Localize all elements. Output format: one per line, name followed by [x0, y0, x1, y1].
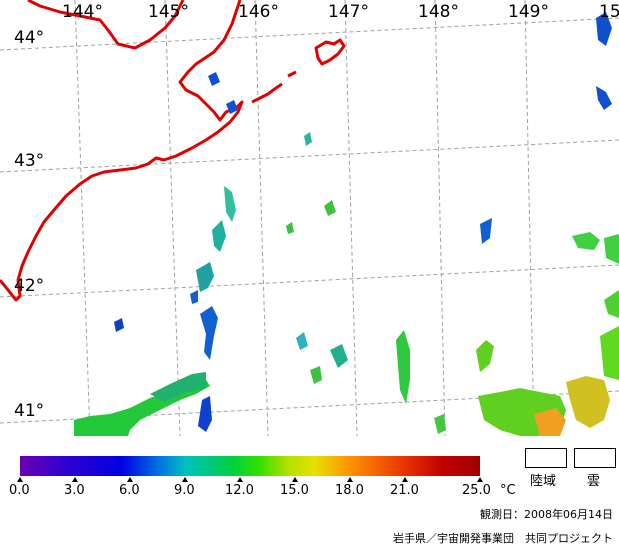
sst-patch [434, 414, 446, 434]
colorbar-tick [182, 477, 188, 482]
cloud-legend-swatch [574, 448, 616, 468]
sst-patch [604, 234, 619, 264]
sst-patch [604, 290, 619, 318]
colorbar-tick [72, 477, 78, 482]
sst-patch [150, 372, 206, 402]
sst-patch [476, 340, 494, 372]
sst-patch [330, 344, 348, 368]
lon-label-148: 148° [418, 2, 459, 22]
sst-patch [566, 376, 610, 428]
sst-patch [190, 290, 198, 304]
sst-patch [226, 100, 238, 114]
lat-label-43: 43° [14, 151, 45, 171]
colorbar-tick [402, 477, 408, 482]
sst-patch [600, 326, 619, 380]
sst-patch [310, 366, 322, 384]
sst-patch [480, 218, 492, 244]
sst-patch [208, 72, 220, 86]
colorbar-unit: °C [500, 483, 516, 498]
parallel-42 [0, 264, 619, 298]
sst-patch [296, 332, 308, 350]
lat-label-44: 44° [14, 28, 45, 48]
sst-patch [396, 330, 410, 404]
island-etorofu [314, 38, 346, 66]
meridian-149 [524, 0, 535, 436]
observation-date: 観測日：2008年06月14日 [480, 508, 613, 521]
land-legend-swatch [525, 448, 567, 468]
lon-label-147: 147° [328, 2, 369, 22]
parallel-41 [0, 390, 619, 424]
sst-patch [212, 220, 226, 252]
meridian-147 [344, 0, 358, 436]
sst-patch [196, 262, 214, 292]
sst-patch [114, 318, 124, 332]
colorbar-tick-label: 25.0 [462, 483, 491, 498]
colorbar-tick-label: 12.0 [225, 483, 254, 498]
lon-label-149: 149° [508, 2, 549, 22]
sst-patch [304, 132, 312, 146]
project-credit: 岩手県／宇宙開発事業団 共同プロジェクト [393, 532, 613, 545]
lat-label-42: 42° [14, 276, 45, 296]
colorbar-tick-label: 6.0 [119, 483, 140, 498]
sst-patch [596, 12, 612, 46]
sst-patch [572, 232, 600, 250]
coastline-okhotsk [27, 0, 185, 50]
meridian-145 [164, 0, 181, 436]
colorbar-tick [347, 477, 353, 482]
sst-patch [324, 200, 336, 216]
lon-label-150: 15 [599, 2, 619, 22]
colorbar-tick-label: 15.0 [280, 483, 309, 498]
sst-patch [198, 396, 212, 432]
sst-patch [534, 408, 566, 436]
map-background [0, 0, 619, 436]
sst-patch [200, 306, 218, 360]
temperature-colorbar [20, 456, 480, 476]
colorbar-tick-label: 0.0 [9, 483, 30, 498]
lon-label-144: 144° [62, 2, 103, 22]
colorbar-tick-label: 3.0 [64, 483, 85, 498]
colorbar-tick-label: 18.0 [335, 483, 364, 498]
sst-map [0, 0, 619, 436]
colorbar-tick-label: 21.0 [390, 483, 419, 498]
coastline-pacific [0, 0, 244, 302]
colorbar-tick [477, 477, 483, 482]
parallel-43 [0, 139, 619, 173]
cloud-legend-label: 雲 [587, 474, 601, 489]
lon-label-145: 145° [148, 2, 189, 22]
land-legend-label: 陸域 [530, 474, 557, 489]
meridian-148 [434, 0, 446, 436]
meridian-146 [254, 0, 269, 436]
island-shikotan [287, 70, 297, 78]
sst-patch [596, 86, 612, 110]
sst-patches [74, 12, 619, 436]
sst-patch [286, 222, 294, 234]
coastline [0, 0, 346, 302]
lat-label-41: 41° [14, 401, 45, 421]
lon-label-146: 146° [238, 2, 279, 22]
colorbar-tick [17, 477, 23, 482]
meridian-144 [74, 0, 91, 436]
island-shikotan-chain [251, 82, 283, 104]
colorbar-tick [127, 477, 133, 482]
parallel-44 [0, 17, 619, 51]
colorbar-tick-label: 9.0 [174, 483, 195, 498]
sst-patch [224, 186, 236, 222]
graticule [0, 0, 619, 436]
colorbar-tick [292, 477, 298, 482]
colorbar-tick [237, 477, 243, 482]
